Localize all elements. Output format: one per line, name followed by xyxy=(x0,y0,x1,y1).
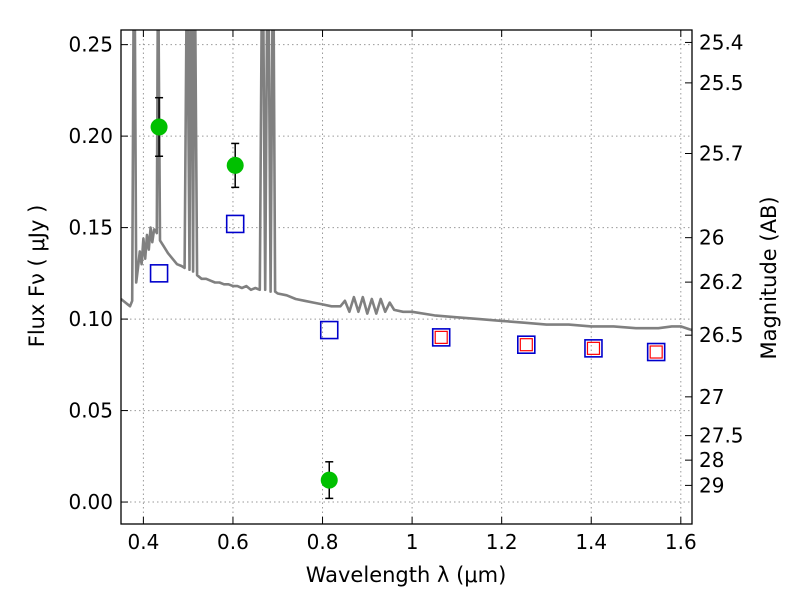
right-y-tick-label: 25.4 xyxy=(699,30,744,54)
data-point-circle xyxy=(320,471,338,489)
right-y-tick-label: 25.7 xyxy=(699,142,744,166)
y-tick-label: 0.00 xyxy=(68,490,113,514)
right-y-tick-label: 29 xyxy=(699,473,724,497)
data-point-square xyxy=(516,335,536,354)
data-point-square xyxy=(646,342,666,362)
spectrum-line xyxy=(121,30,692,332)
data-point-square xyxy=(584,339,603,358)
x-tick-label: 1.6 xyxy=(665,530,697,554)
right-y-tick-label: 27.5 xyxy=(699,424,744,448)
y-tick-label: 0.15 xyxy=(68,216,113,240)
data-point-circle xyxy=(226,156,244,174)
ticks-layer: 0.4 0.6 0.8 1 1.2 1.4 1.6 0.00 0.05 0.10 0.15 0.20 0… xyxy=(68,30,744,554)
y-axis-label: Flux Fν ( μJy ) xyxy=(25,205,49,348)
data-point-square xyxy=(149,264,169,283)
data-point-square xyxy=(431,328,451,347)
data-point-square xyxy=(225,214,245,234)
y-tick-label: 0.25 xyxy=(68,33,113,57)
data-point-square-small xyxy=(586,341,601,355)
x-tick-label: 0.6 xyxy=(217,530,249,554)
x-tick-label: 0.8 xyxy=(307,530,339,554)
data-point-square-small xyxy=(649,345,663,359)
x-tick-label: 1 xyxy=(406,530,419,554)
plot-area-frame xyxy=(120,29,693,525)
x-tick-label: 0.4 xyxy=(127,530,159,554)
series-layer xyxy=(121,30,692,500)
data-point-square xyxy=(319,320,339,340)
right-y-tick-label: 26.2 xyxy=(699,270,744,294)
data-point-square-small xyxy=(519,338,533,352)
right-y-tick-label: 27 xyxy=(699,385,724,409)
x-tick-label: 1.4 xyxy=(575,530,607,554)
y-tick-label: 0.05 xyxy=(68,399,113,423)
x-axis-label: Wavelength λ (μm) xyxy=(306,563,507,587)
right-y-tick-label: 25.5 xyxy=(699,71,744,95)
y-tick-label: 0.20 xyxy=(68,124,113,148)
x-tick-label: 1.2 xyxy=(486,530,518,554)
grid-layer xyxy=(121,30,692,524)
right-y-tick-label: 28 xyxy=(699,448,724,472)
data-point-circle xyxy=(150,118,168,136)
y-tick-label: 0.10 xyxy=(68,307,113,331)
data-point-square-small xyxy=(434,330,448,344)
right-y-tick-label: 26 xyxy=(699,226,724,250)
right-y-tick-label: 26.5 xyxy=(699,323,744,347)
right-y-axis-label: Magnitude (AB) xyxy=(757,196,781,359)
